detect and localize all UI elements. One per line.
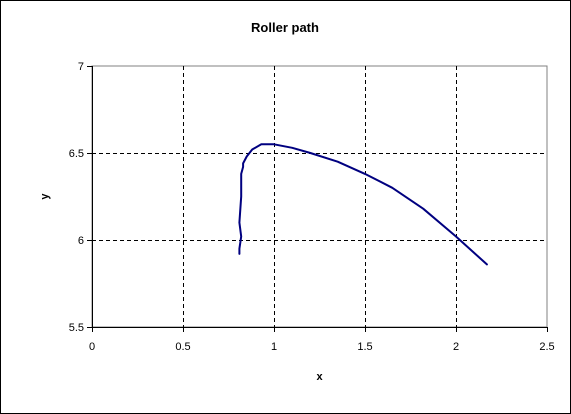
x-axis-label: x: [316, 371, 323, 383]
y-tick-label: 5.5: [69, 322, 84, 334]
x-tick-label: 1.5: [357, 341, 372, 353]
x-tick-label: 0.5: [175, 341, 190, 353]
x-tick-labels: 0 0.5 1 1.5 2 2.5: [89, 327, 555, 353]
x-tick-label: 2.5: [539, 341, 554, 353]
x-tick-label: 1: [271, 341, 277, 353]
y-axis-label: y: [39, 193, 51, 200]
series-line: [238, 143, 488, 266]
plot-area: [91, 65, 548, 328]
y-tick-label: 7: [78, 61, 84, 73]
y-tick-label: 6.5: [69, 148, 84, 160]
x-tick-label: 0: [89, 341, 95, 353]
chart-title: Roller path: [251, 20, 319, 35]
y-tick-labels: 5.5 6 6.5 7: [69, 61, 92, 334]
grid-lines: [92, 66, 547, 328]
y-tick-label: 6: [78, 235, 84, 247]
x-tick-label: 2: [453, 341, 459, 353]
